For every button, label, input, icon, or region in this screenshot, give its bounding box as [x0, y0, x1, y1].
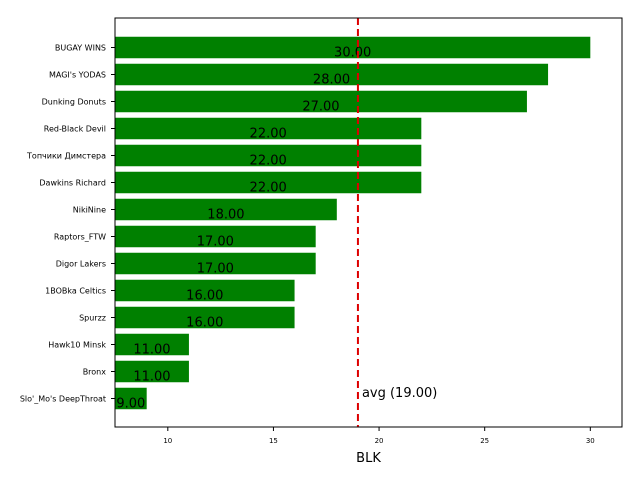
- y-tick-label: Dunking Donuts: [42, 98, 106, 107]
- y-tick-label: BUGAY WINS: [55, 44, 106, 53]
- y-tick-label: NikiNine: [73, 206, 106, 215]
- bar: [115, 360, 189, 383]
- y-tick-label: Red-Black Devil: [44, 125, 106, 134]
- value-label: 11.00: [133, 343, 170, 358]
- value-label: 9.00: [116, 397, 145, 412]
- value-label: 18.00: [207, 208, 244, 223]
- y-tick-label: Digor Lakers: [56, 260, 106, 269]
- bar: [115, 279, 295, 302]
- x-axis-label: BLK: [356, 451, 381, 466]
- bar: [115, 252, 316, 275]
- bars: [115, 36, 591, 410]
- y-tick-label: Spurzz: [79, 314, 106, 323]
- value-label: 27.00: [302, 100, 339, 115]
- value-label: 16.00: [186, 316, 223, 331]
- bar: [115, 387, 147, 410]
- bar: [115, 171, 422, 194]
- value-label: 17.00: [197, 235, 234, 250]
- average-label: avg (19.00): [362, 386, 437, 401]
- y-tick-label: Bronx: [83, 368, 107, 377]
- value-labels: 30.00 28.00 27.00 22.00 22.00 22.00 18.00 17.00…: [116, 46, 371, 412]
- bar: [115, 63, 549, 86]
- value-label: 28.00: [313, 73, 350, 88]
- x-tick-label: 30: [586, 437, 595, 445]
- bar: [115, 198, 337, 221]
- value-label: 22.00: [250, 181, 287, 196]
- bar: [115, 90, 527, 113]
- y-tick-label: MAGI's YODAS: [49, 71, 106, 80]
- value-label: 22.00: [250, 127, 287, 142]
- bar: [115, 117, 422, 140]
- value-label: 30.00: [334, 46, 371, 61]
- x-tick-label: 20: [375, 437, 384, 445]
- value-label: 16.00: [186, 289, 223, 304]
- x-tick-label: 25: [480, 437, 489, 445]
- bar: [115, 144, 422, 167]
- bar: [115, 333, 189, 356]
- x-axis-ticks: 10 15 20 25 30: [163, 427, 595, 445]
- x-tick-label: 15: [269, 437, 278, 445]
- x-tick-label: 10: [163, 437, 172, 445]
- bar: [115, 36, 591, 59]
- y-tick-label: Топчики Димстера: [26, 152, 106, 161]
- y-tick-label: Hawk10 Minsk: [48, 341, 106, 350]
- bar: [115, 306, 295, 329]
- y-tick-label: Raptors_FTW: [54, 233, 106, 242]
- bar: [115, 225, 316, 248]
- value-label: 22.00: [250, 154, 287, 169]
- y-tick-label: Dawkins Richard: [39, 179, 106, 188]
- value-label: 17.00: [197, 262, 234, 277]
- y-tick-label: 1BOBka Celtics: [45, 287, 106, 296]
- plot-frame: [114, 17, 623, 428]
- y-tick-label: Slo'_Mo's DeepThroat: [20, 395, 106, 404]
- y-axis-labels: BUGAY WINS MAGI's YODAS Dunking Donuts Red-…: [20, 44, 115, 404]
- value-label: 11.00: [133, 370, 170, 385]
